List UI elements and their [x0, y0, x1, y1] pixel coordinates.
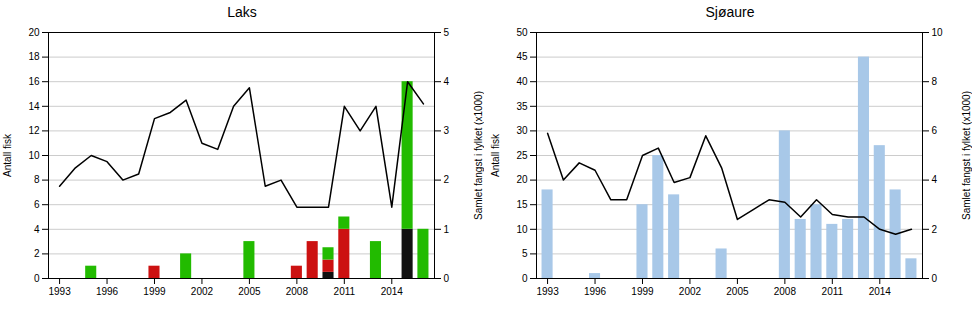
svg-text:10: 10: [932, 27, 944, 38]
svg-text:14: 14: [28, 101, 40, 112]
svg-text:18: 18: [28, 51, 40, 62]
svg-text:6: 6: [932, 125, 938, 136]
svg-text:2008: 2008: [286, 286, 309, 297]
svg-text:5: 5: [522, 248, 528, 259]
html-text:Laks: Laks: [227, 4, 257, 20]
svg-text:4: 4: [34, 224, 40, 235]
svg-text:2005: 2005: [238, 286, 261, 297]
svg-text:45: 45: [516, 51, 528, 62]
svg-text:1996: 1996: [584, 286, 607, 297]
svg-text:15: 15: [516, 199, 528, 210]
svg-text:2008: 2008: [774, 286, 797, 297]
svg-text:2011: 2011: [334, 286, 356, 297]
svg-text:Antall fisk: Antall fisk: [490, 133, 501, 177]
svg-text:1: 1: [444, 224, 450, 235]
svg-text:2: 2: [34, 248, 40, 259]
svg-text:1993: 1993: [536, 286, 559, 297]
svg-text:0: 0: [932, 273, 938, 284]
svg-text:20: 20: [28, 27, 40, 38]
svg-text:50: 50: [516, 27, 528, 38]
svg-text:2005: 2005: [726, 286, 749, 297]
svg-text:1993: 1993: [48, 286, 71, 297]
svg-text:6: 6: [34, 199, 40, 210]
svg-text:2002: 2002: [191, 286, 214, 297]
svg-text:0: 0: [34, 273, 40, 284]
svg-text:Antall fisk: Antall fisk: [2, 133, 13, 177]
svg-text:1999: 1999: [631, 286, 654, 297]
svg-text:8: 8: [932, 76, 938, 87]
svg-text:Samlet fangst i fylket (x1000): Samlet fangst i fylket (x1000): [961, 91, 972, 220]
svg-text:10: 10: [28, 150, 40, 161]
svg-text:2014: 2014: [381, 286, 404, 297]
svg-text:2002: 2002: [679, 286, 702, 297]
svg-text:4: 4: [444, 76, 450, 87]
svg-text:4: 4: [932, 174, 938, 185]
svg-text:2: 2: [444, 174, 450, 185]
svg-text:12: 12: [28, 125, 40, 136]
svg-text:30: 30: [516, 125, 528, 136]
svg-text:40: 40: [516, 76, 528, 87]
svg-text:0: 0: [444, 273, 450, 284]
svg-text:25: 25: [516, 150, 528, 161]
svg-text:2011: 2011: [822, 286, 844, 297]
svg-text:10: 10: [516, 224, 528, 235]
svg-text:1999: 1999: [143, 286, 166, 297]
svg-text:1996: 1996: [96, 286, 119, 297]
svg-text:2: 2: [932, 224, 938, 235]
svg-text:20: 20: [516, 174, 528, 185]
svg-text:5: 5: [444, 27, 450, 38]
svg-text:3: 3: [444, 125, 450, 136]
svg-text:8: 8: [34, 174, 40, 185]
svg-text:2014: 2014: [869, 286, 892, 297]
svg-text:35: 35: [516, 101, 528, 112]
svg-text:16: 16: [28, 76, 40, 87]
svg-text:Samlet fangst i fylket (x1000): Samlet fangst i fylket (x1000): [473, 91, 484, 220]
html-text:Sjøaure: Sjøaure: [705, 4, 755, 20]
svg-text:0: 0: [522, 273, 528, 284]
